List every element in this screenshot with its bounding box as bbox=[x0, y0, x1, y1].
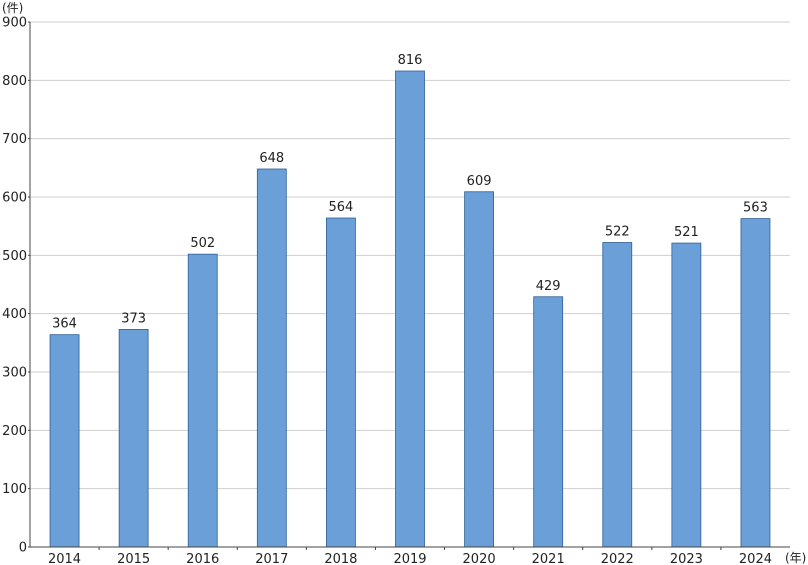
bar-2018 bbox=[326, 217, 356, 548]
x-tick-label: 2020 bbox=[463, 552, 496, 565]
data-label-2016: 502 bbox=[190, 236, 215, 251]
bar-2020 bbox=[464, 191, 494, 548]
data-label-2015: 373 bbox=[121, 311, 146, 326]
data-label-2014: 364 bbox=[52, 317, 77, 332]
y-tick-label: 400 bbox=[2, 307, 27, 322]
bar-2021 bbox=[533, 296, 564, 548]
bar-2023 bbox=[671, 242, 702, 548]
bar-2024 bbox=[740, 218, 771, 548]
x-tick-label: 2014 bbox=[48, 552, 81, 565]
data-label-2020: 609 bbox=[467, 174, 492, 189]
data-label-2024: 563 bbox=[743, 201, 768, 216]
x-tick-label: 2017 bbox=[255, 552, 288, 565]
bar-2017 bbox=[256, 168, 287, 548]
bar-2014 bbox=[49, 334, 80, 548]
x-unit-label: (年) bbox=[785, 551, 806, 565]
bar-2022 bbox=[602, 242, 633, 548]
data-labels: 364 373 502 648 564 816 609 429 522 521 563 bbox=[52, 53, 768, 332]
y-tick-label: 300 bbox=[2, 366, 27, 381]
y-tick-label: 900 bbox=[2, 16, 27, 31]
x-tick-label: 2015 bbox=[117, 552, 150, 565]
data-label-2023: 521 bbox=[674, 225, 699, 240]
y-tick-label: 700 bbox=[2, 132, 27, 147]
data-label-2021: 429 bbox=[536, 279, 561, 294]
x-tick-label: 2018 bbox=[324, 552, 357, 565]
x-tick-label: 2022 bbox=[601, 552, 634, 565]
x-tick-label: 2023 bbox=[670, 552, 703, 565]
bar-2019 bbox=[395, 70, 425, 548]
data-label-2018: 564 bbox=[328, 200, 353, 215]
y-unit-label: (件) bbox=[2, 1, 23, 15]
bar-2016 bbox=[187, 253, 218, 548]
y-tick-label: 200 bbox=[2, 424, 27, 439]
data-label-2022: 522 bbox=[605, 225, 630, 240]
bars bbox=[49, 70, 771, 548]
data-label-2017: 648 bbox=[259, 151, 284, 166]
data-label-2019: 816 bbox=[398, 53, 423, 68]
x-tick-label: 2024 bbox=[739, 552, 772, 565]
x-tick-label: 2019 bbox=[393, 552, 426, 565]
y-axis-ticks: 0 100 200 300 400 500 600 700 800 900 bbox=[2, 16, 30, 556]
y-tick-label: 0 bbox=[19, 541, 27, 556]
y-tick-label: 600 bbox=[2, 191, 27, 206]
x-tick-label: 2016 bbox=[186, 552, 219, 565]
y-tick-label: 100 bbox=[2, 482, 27, 497]
y-tick-label: 800 bbox=[2, 74, 27, 89]
bar-2015 bbox=[118, 329, 149, 548]
x-tick-label: 2021 bbox=[532, 552, 565, 565]
x-axis-ticks: 2014 2015 2016 2017 2018 2019 2020 2021 2022 2023… bbox=[48, 547, 772, 565]
y-tick-label: 500 bbox=[2, 249, 27, 264]
